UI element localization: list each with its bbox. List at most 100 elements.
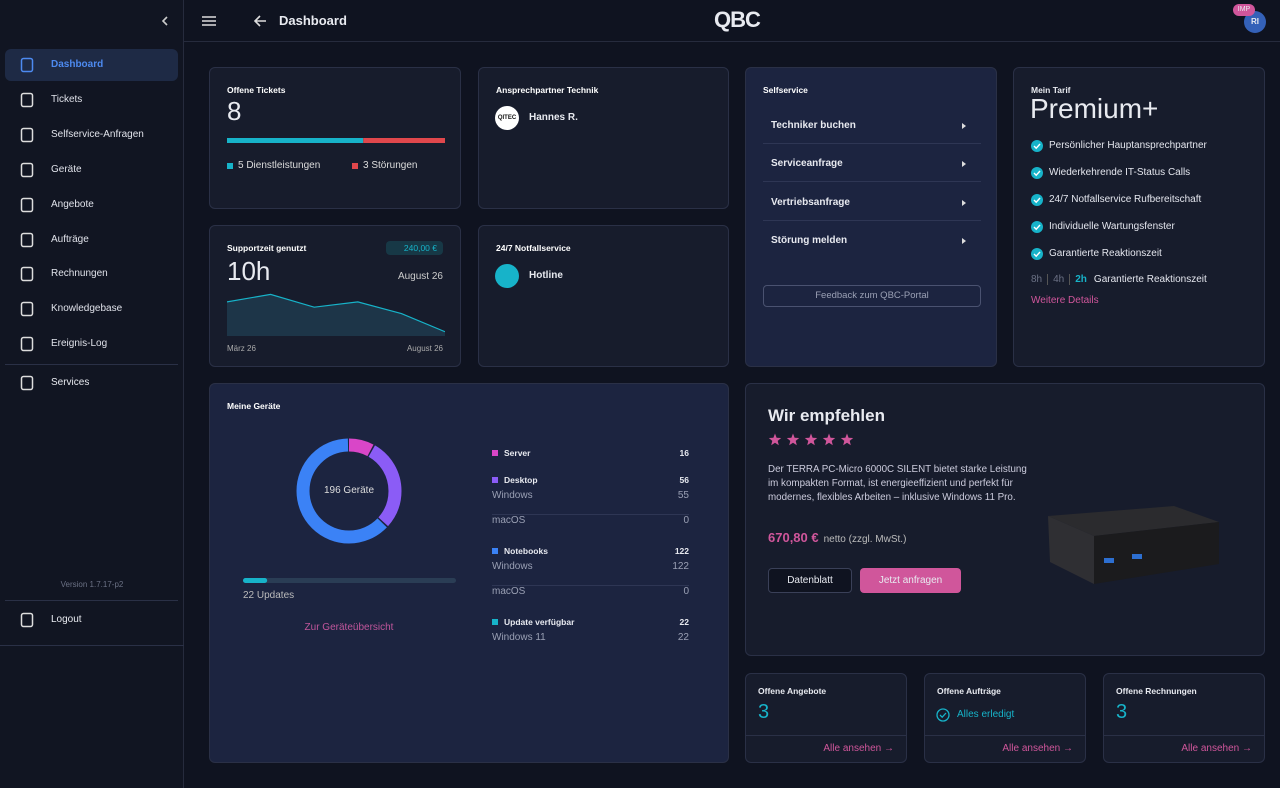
summary-link[interactable]: Alle ansehen → (1181, 743, 1252, 754)
sub-value: 0 (683, 586, 689, 597)
sub-row: macOS 0 (492, 586, 689, 605)
price-note: netto (zzgl. MwSt.) (823, 534, 907, 545)
card-title: Ansprechpartner Technik (496, 85, 599, 95)
chevron-shape (962, 123, 966, 129)
hotline-icon (495, 264, 519, 288)
nav-item[interactable]: Rechnungen (51, 268, 108, 280)
nav-icon (20, 197, 34, 212)
nav-item[interactable]: Selfservice-Anfragen (51, 128, 144, 140)
updates-bar (243, 578, 456, 583)
donut-segment (296, 438, 402, 544)
sub-name: Windows (492, 490, 533, 501)
collapse-icon[interactable] (158, 14, 172, 28)
sub-name: macOS (492, 515, 526, 526)
amount-badge: 240,00 € (385, 241, 443, 255)
times-label: Garantierte Reaktionszeit (1093, 274, 1207, 285)
sub-row: Windows 55 (492, 490, 689, 515)
nav-item[interactable]: Angebote (51, 198, 94, 210)
pc-top (1048, 506, 1219, 536)
nav-item[interactable]: Geräte (51, 163, 82, 175)
icon-shape (20, 267, 34, 282)
support-card: Supportzeit genutzt 240,00 € 10h August 26 M… (209, 225, 461, 367)
tarif-card: Mein Tarif Premium+ Persönlicher Hauptansp… (1013, 67, 1265, 367)
chevron-shape (962, 237, 966, 244)
nav-item[interactable]: Ereignis-Log (51, 338, 108, 350)
selfservice-item[interactable]: Störung melden (763, 221, 981, 259)
device-list: Server 16 Desktop 56 Windows 55 macOS 0 Notebook… (492, 442, 689, 657)
recommend-title: Wir empfehlen (768, 406, 885, 425)
star (786, 433, 800, 446)
tarif-name: Premium+ (1030, 93, 1159, 124)
selfservice-item[interactable]: Techniker buchen (763, 106, 981, 144)
item-label: Störung melden (771, 234, 848, 246)
nav-item[interactable]: Knowledgebase (51, 303, 123, 315)
summary-link[interactable]: Alle ansehen → (823, 743, 894, 754)
divider (1104, 735, 1264, 736)
group-row: Server 16 (492, 442, 689, 463)
summary-card: Offene Aufträge Alles erledigt Alle ansehe… (924, 673, 1086, 763)
devices-link[interactable]: Zur Geräteübersicht (304, 622, 394, 633)
summary-link[interactable]: Alle ansehen → (1002, 743, 1073, 754)
back-icon[interactable] (252, 13, 268, 29)
divider (0, 645, 184, 646)
summary-value: 3 (1116, 701, 1128, 723)
donut-segment (296, 438, 402, 544)
nav-item[interactable]: Aufträge (51, 233, 89, 245)
nav-icon (20, 57, 34, 73)
button[interactable]: Jetzt anfragen (860, 568, 961, 593)
selfservice-card: Selfservice Techniker buchen Serviceanfrag… (745, 67, 997, 367)
selfservice-item[interactable]: Vertriebsanfrage (763, 183, 981, 221)
group-row: Update verfügbar 22 (492, 611, 689, 632)
bar-segment (363, 138, 445, 143)
icon-shape (20, 57, 34, 73)
button[interactable]: Datenblatt (768, 568, 852, 593)
logout[interactable]: Logout (51, 614, 82, 625)
nav-item[interactable]: Dashboard (51, 59, 104, 70)
feedback-button[interactable]: Feedback zum QBC-Portal (763, 285, 981, 307)
group-name: Update verfügbar (504, 616, 575, 627)
bar-segment (227, 138, 364, 143)
selfservice-item[interactable]: Serviceanfrage (763, 144, 981, 183)
summary-card: Offene Angebote 3 Alle ansehen → (745, 673, 907, 763)
summary-title: Offene Aufträge (937, 686, 1001, 696)
check-bg (1031, 167, 1043, 179)
check-icon (1031, 167, 1043, 179)
check-mark (1033, 224, 1041, 231)
sub-row: macOS 0 (492, 515, 689, 534)
port (1104, 558, 1114, 563)
support-period: August 26 (397, 271, 443, 282)
sub-row: Windows 122 (492, 561, 689, 586)
sub-value: 122 (672, 561, 689, 572)
tarif-label: Mein Tarif (1031, 85, 1071, 95)
sub-name: macOS (492, 586, 526, 597)
check-mark (1033, 197, 1041, 204)
nav-item[interactable]: Tickets (51, 93, 83, 105)
nav-item[interactable]: Services (51, 377, 90, 388)
summary-card: Offene Rechnungen 3 Alle ansehen → (1103, 673, 1265, 763)
menu-icon[interactable] (201, 14, 217, 28)
recommend-card: Wir empfehlen Der TERRA PC-Micro 6000C SI… (745, 383, 1265, 656)
check-bg (1031, 140, 1043, 152)
donut (296, 438, 402, 544)
check-icon (936, 708, 950, 722)
spacer (492, 651, 689, 657)
time-option: 2h (1069, 274, 1087, 285)
chevron (962, 123, 966, 129)
chevron (962, 199, 966, 206)
divider (5, 364, 178, 365)
star (768, 433, 782, 446)
divider (746, 735, 906, 736)
legend-swatch (352, 163, 358, 169)
card-title: 24/7 Notfallservice (496, 243, 571, 253)
group-row: Notebooks 122 (492, 540, 689, 561)
swatch (492, 449, 498, 456)
icon-shape (20, 302, 34, 317)
nav-icon (20, 162, 34, 177)
x-label: August 26 (406, 344, 443, 353)
divider (925, 735, 1085, 736)
sub-row: Windows 11 22 (492, 632, 689, 651)
details-link[interactable]: Weitere Details (1031, 295, 1099, 306)
avatar[interactable]: RI (1244, 11, 1266, 33)
hotline-name[interactable]: Hotline (529, 270, 563, 281)
